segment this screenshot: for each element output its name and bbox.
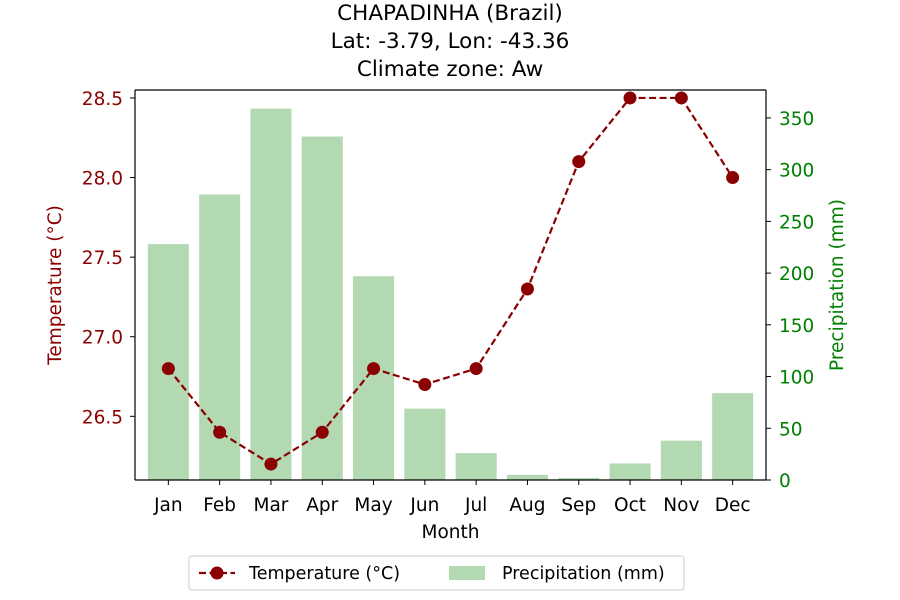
temperature-point-apr	[315, 425, 329, 439]
precipitation-bar-nov	[660, 440, 702, 480]
y-left-tick-label: 26.5	[82, 407, 123, 428]
x-tick-label-sep: Sep	[561, 495, 596, 516]
precipitation-bar-oct	[609, 463, 651, 480]
legend-temperature-marker	[210, 566, 224, 580]
precipitation-bar-dec	[712, 393, 754, 480]
x-tick-label-jun: Jun	[409, 495, 439, 516]
precipitation-bar-jul	[455, 453, 497, 480]
y-right-tick-label: 250	[779, 212, 814, 233]
temperature-point-jan	[161, 362, 175, 376]
x-tick-label-jul: Jul	[464, 495, 487, 516]
precipitation-bar-may	[353, 276, 395, 480]
precipitation-bar-mar	[250, 108, 292, 480]
precipitation-bar-jan	[147, 244, 189, 480]
y-right-tick-label: 50	[779, 419, 803, 440]
legend-precipitation-swatch	[449, 566, 485, 580]
x-axis-label: Month	[422, 522, 480, 543]
x-tick-label-nov: Nov	[663, 495, 699, 516]
y-right-tick-label: 0	[779, 471, 791, 492]
chart-title-line-3: Climate zone: Aw	[356, 57, 544, 82]
y-left-axis-label: Temperature (°C)	[45, 205, 66, 366]
x-tick-label-jan: Jan	[153, 495, 183, 516]
x-tick-label-apr: Apr	[306, 495, 338, 516]
temperature-point-dec	[726, 171, 740, 185]
temperature-point-jun	[418, 377, 432, 391]
temperature-point-nov	[674, 91, 688, 105]
y-left-tick-label: 27.0	[82, 328, 123, 349]
precipitation-bar-sep	[558, 477, 600, 480]
temperature-point-oct	[623, 91, 637, 105]
x-tick-label-may: May	[354, 495, 392, 516]
y-right-tick-label: 300	[779, 161, 814, 182]
legend-precipitation-label: Precipitation (mm)	[502, 564, 665, 584]
y-right-tick-label: 200	[779, 264, 814, 285]
y-left-tick-label: 28.0	[82, 169, 123, 190]
x-tick-label-oct: Oct	[614, 495, 646, 516]
x-tick-label-mar: Mar	[253, 495, 288, 516]
temperature-point-mar	[264, 457, 278, 471]
chart-title-line-1: CHAPADINHA (Brazil)	[337, 1, 563, 26]
x-tick-label-dec: Dec	[715, 495, 751, 516]
temperature-line	[167, 96, 734, 466]
y-right-axis-label: Precipitation (mm)	[827, 199, 848, 371]
temperature-point-sep	[572, 155, 586, 169]
legend-box	[188, 555, 685, 591]
precipitation-bar-apr	[301, 136, 343, 480]
precipitation-bar-jun	[404, 408, 446, 480]
temperature-point-jul	[469, 362, 483, 376]
y-right-tick-label: 150	[779, 316, 814, 337]
x-tick-label-aug: Aug	[509, 495, 545, 516]
y-right-tick-label: 100	[779, 368, 814, 389]
chart-title-line-2: Lat: -3.79, Lon: -43.36	[330, 29, 570, 54]
precipitation-bar-aug	[506, 474, 548, 480]
x-tick-label-feb: Feb	[203, 495, 236, 516]
y-left-tick-label: 28.5	[82, 89, 123, 110]
temperature-point-feb	[213, 425, 227, 439]
temperature-point-may	[367, 362, 381, 376]
legend-temperature-label: Temperature (°C)	[248, 564, 400, 584]
y-right-tick-label: 350	[779, 109, 814, 130]
y-left-tick-label: 27.5	[82, 248, 123, 269]
temperature-point-aug	[520, 282, 534, 296]
